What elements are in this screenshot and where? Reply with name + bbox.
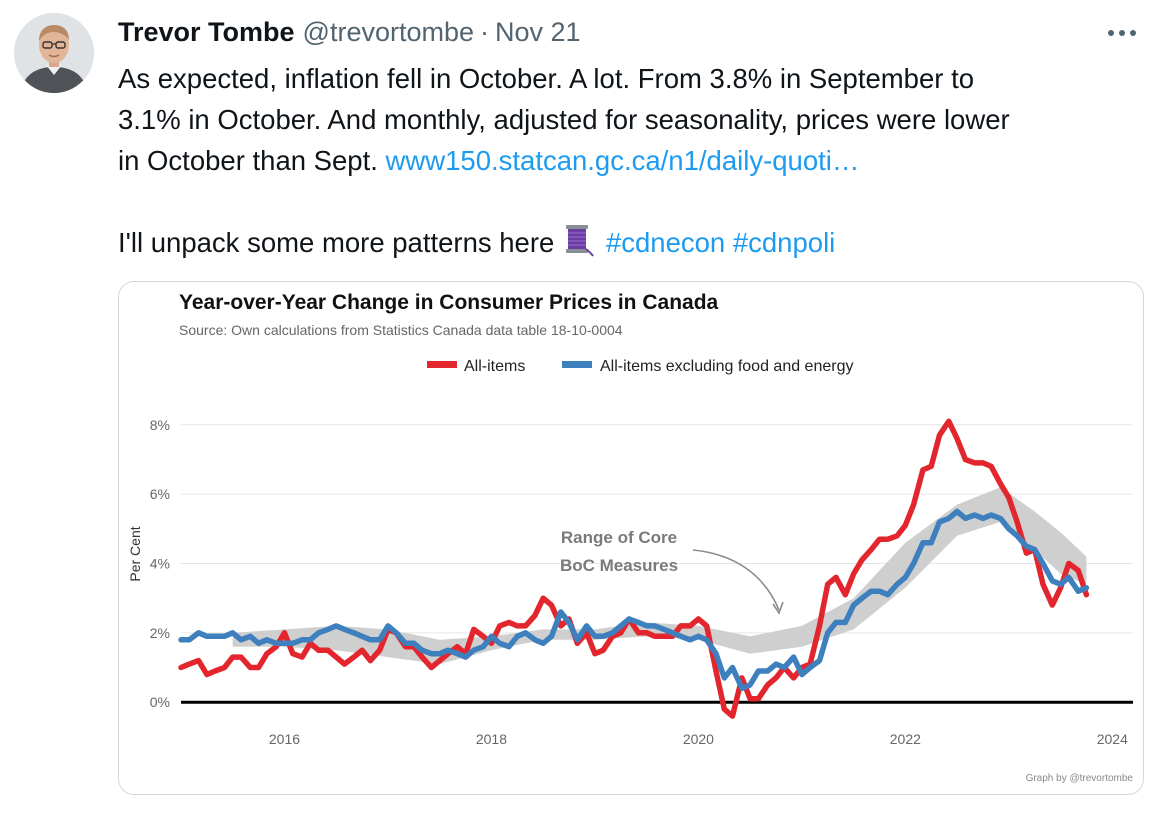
legend-swatch-all-items <box>427 361 457 368</box>
chart-credit: Graph by @trevortombe <box>1026 773 1134 784</box>
y-tick-label: 0% <box>150 694 170 710</box>
tweet-text-fragment: I'll unpack some more patterns here <box>118 227 555 258</box>
statcan-link[interactable]: www150.statcan.gc.ca/n1/daily-quoti… <box>385 145 860 176</box>
series-line-core <box>178 508 1090 692</box>
x-tick-label: 2018 <box>476 731 507 747</box>
chart-legend: All-items All-items excluding food and e… <box>427 358 853 375</box>
legend-label-all-items: All-items <box>464 358 525 375</box>
chart-series <box>178 418 1090 719</box>
tweet-text-line: in October than Sept. www150.statcan.gc.… <box>118 140 1138 181</box>
x-tick-label: 2024 <box>1097 731 1128 747</box>
separator-dot: · <box>480 16 490 47</box>
annotation-line2: BoC Measures <box>560 556 678 575</box>
avatar[interactable] <box>14 13 94 93</box>
tweet-text: As expected, inflation fell in October. … <box>118 58 1138 263</box>
tweet-text-line: As expected, inflation fell in October. … <box>118 63 975 94</box>
chart-image-card[interactable]: Year-over-Year Change in Consumer Prices… <box>118 281 1144 795</box>
y-tick-label: 8% <box>150 417 170 433</box>
more-options-button[interactable] <box>1102 18 1142 48</box>
x-tick-label: 2016 <box>269 731 300 747</box>
tweet-header: Trevor Tombe @trevortombe · Nov 21 <box>118 14 581 50</box>
display-name[interactable]: Trevor Tombe <box>118 16 295 47</box>
avatar-portrait <box>14 13 94 93</box>
blank-line <box>118 181 1138 222</box>
annotation-line1: Range of Core <box>561 528 677 547</box>
hashtag-cdnpoli[interactable]: #cdnpoli <box>732 227 836 258</box>
x-tick-label: 2022 <box>890 731 921 747</box>
tweet-text-line: 3.1% in October. And monthly, adjusted f… <box>118 104 1010 135</box>
x-axis-ticks: 2016 2018 2020 2022 2024 <box>269 731 1128 747</box>
cpi-chart: Year-over-Year Change in Consumer Prices… <box>127 291 1134 784</box>
legend-swatch-core <box>562 361 592 368</box>
x-tick-label: 2020 <box>683 731 714 747</box>
tweet-date[interactable]: Nov 21 <box>495 16 581 47</box>
tweet-text-fragment: in October than Sept. <box>118 145 386 176</box>
legend-label-core: All-items excluding food and energy <box>600 358 853 375</box>
annotation-arrow <box>692 549 780 611</box>
chart-subtitle: Source: Own calculations from Statistics… <box>179 322 623 338</box>
y-tick-label: 6% <box>150 486 170 502</box>
annotation: Range of Core BoC Measures <box>560 528 784 615</box>
y-axis-label: Per Cent <box>127 526 143 581</box>
annotation-arrowhead <box>772 601 784 615</box>
tweet-text-line: I'll unpack some more patterns here #cdn… <box>118 222 1138 263</box>
spool-of-thread-icon <box>566 225 595 257</box>
y-tick-label: 2% <box>150 625 170 641</box>
hashtag-cdnecon[interactable]: #cdnecon <box>605 227 726 258</box>
y-tick-label: 4% <box>150 556 170 572</box>
more-icon <box>1108 30 1136 36</box>
series-line-all-items <box>178 418 1090 719</box>
y-axis-ticks: 0% 2% 4% 6% 8% <box>150 417 170 710</box>
user-handle[interactable]: @trevortombe <box>302 16 475 47</box>
chart-title: Year-over-Year Change in Consumer Prices… <box>179 291 719 314</box>
